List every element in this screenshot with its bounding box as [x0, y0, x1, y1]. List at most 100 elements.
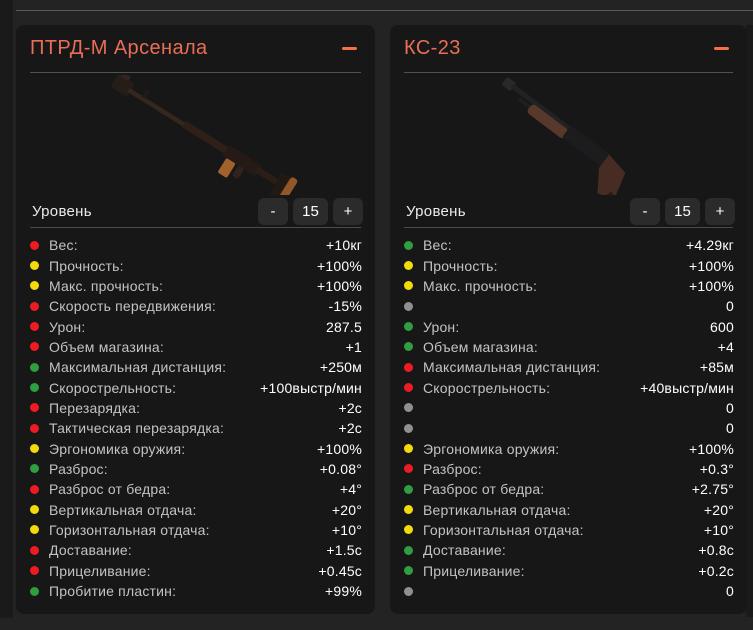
stat-dot — [404, 261, 413, 271]
stat-value: +100выстр/мин — [260, 379, 362, 396]
stat-row: Урон: 287.5 — [30, 316, 362, 336]
stat-value: +10кг — [326, 237, 362, 254]
level-controls: - 15 + — [258, 198, 363, 225]
stat-dot — [30, 586, 39, 596]
top-divider — [16, 10, 753, 11]
stat-label: Доставание: — [423, 542, 506, 559]
stat-row: Горизонтальная отдача: +10° — [404, 520, 734, 540]
stat-value: +1.5с — [326, 542, 362, 559]
stat-value: 0 — [726, 583, 734, 600]
stat-value: -15% — [328, 298, 362, 315]
stat-value: +4.29кг — [685, 237, 734, 254]
stat-label: Прицеливание: — [423, 562, 525, 579]
stat-row: 0 — [404, 296, 734, 316]
stat-value: +20° — [331, 501, 362, 518]
stat-dot — [30, 301, 39, 311]
stat-value: +1 — [345, 338, 362, 355]
stat-value: 287.5 — [325, 318, 362, 335]
weapon-title: ПТРД-М Арсенала — [30, 37, 208, 59]
stat-value: +100% — [689, 277, 734, 294]
level-row: Уровень - 15 + — [390, 196, 747, 227]
stat-row: Горизонтальная отдача: +10° — [30, 520, 362, 540]
stat-row: Разброс от бедра: +4° — [30, 479, 362, 499]
level-increase-button[interactable]: + — [705, 198, 735, 225]
stat-dot — [404, 505, 413, 515]
stat-row: Прочность: +100% — [404, 255, 734, 275]
stats-list: Вес: +4.29кг Прочность: +100% Макс. проч… — [390, 228, 747, 614]
stat-value: 600 — [710, 318, 734, 335]
stat-row: Перезарядка: +2с — [30, 398, 362, 418]
stat-value: +4 — [717, 338, 734, 355]
stat-row: Объем магазина: +4 — [404, 337, 734, 357]
stat-dot — [30, 545, 39, 555]
stat-label: Эргономика оружия: — [423, 440, 560, 457]
stat-row: Макс. прочность: +100% — [30, 276, 362, 296]
stat-dot — [30, 383, 39, 393]
stat-row: Вертикальная отдача: +20° — [404, 499, 734, 519]
stat-label: Горизонтальная отдача: — [423, 521, 584, 538]
stat-row: Прочность: +100% — [30, 255, 362, 275]
weapon-image-ptrd-m-icon — [110, 74, 297, 195]
stat-value: +10° — [703, 521, 734, 538]
card-header: КС-23 — [390, 25, 747, 72]
stat-row: Объем магазина: +1 — [30, 337, 362, 357]
stat-label: Макс. прочность: — [423, 277, 538, 294]
header-divider — [404, 72, 733, 73]
stat-row: Максимальная дистанция: +85м — [404, 357, 734, 377]
stat-dot — [404, 566, 413, 576]
stat-dot — [404, 484, 413, 494]
stat-label: Горизонтальная отдача: — [49, 521, 210, 538]
remove-card-button[interactable] — [714, 41, 729, 56]
stat-value: +2с — [338, 399, 362, 416]
page-edge-right — [746, 25, 753, 617]
stat-row: Максимальная дистанция: +250м — [30, 357, 362, 377]
level-decrease-button[interactable]: - — [630, 198, 660, 225]
weapon-image-ks-23-icon — [501, 76, 625, 195]
weapon-card-ks-23: КС-23 Уровень — [390, 25, 747, 614]
stat-row: Разброс: +0.08° — [30, 459, 362, 479]
weapon-compare-panel: ПТРД-М Арсенала — [16, 25, 747, 614]
stat-label: Разброс: — [49, 460, 108, 477]
stat-dot — [30, 423, 39, 433]
card-header: ПТРД-М Арсенала — [16, 25, 375, 72]
stat-value: +4° — [339, 481, 362, 498]
stat-row: Макс. прочность: +100% — [404, 276, 734, 296]
stat-row: Пробитие пластин: +99% — [30, 581, 362, 601]
stat-row: Доставание: +0.8с — [404, 540, 734, 560]
level-row: Уровень - 15 + — [16, 196, 375, 227]
stat-dot — [30, 444, 39, 454]
stat-label: Макс. прочность: — [49, 277, 164, 294]
stat-row: Прицеливание: +0.45с — [30, 561, 362, 581]
stat-value: +85м — [699, 359, 734, 376]
remove-card-button[interactable] — [342, 41, 357, 56]
stat-dot — [30, 362, 39, 372]
stat-label: Перезарядка: — [49, 399, 141, 416]
stat-label: Скорострельность: — [423, 379, 551, 396]
weapon-image-box — [390, 73, 747, 196]
stat-row: Скорострельность: +100выстр/мин — [30, 377, 362, 397]
stat-row: Разброс от бедра: +2.75° — [404, 479, 734, 499]
stat-label: Объем магазина: — [423, 338, 538, 355]
stat-value: +250м — [319, 359, 362, 376]
level-increase-button[interactable]: + — [333, 198, 363, 225]
level-decrease-button[interactable]: - — [258, 198, 288, 225]
stat-value: +0.45с — [318, 562, 362, 579]
level-value[interactable]: 15 — [293, 198, 328, 225]
stat-label: Объем магазина: — [49, 338, 164, 355]
stat-row: 0 — [404, 418, 734, 438]
stat-label: Разброс от бедра: — [49, 481, 171, 498]
stat-row: Эргономика оружия: +100% — [30, 438, 362, 458]
stat-label: Эргономика оружия: — [49, 440, 186, 457]
stat-dot — [30, 281, 39, 291]
stat-row: Разброс: +0.3° — [404, 459, 734, 479]
stat-value: +100% — [689, 440, 734, 457]
weapon-title: КС-23 — [404, 37, 461, 59]
level-value[interactable]: 15 — [665, 198, 700, 225]
stat-label: Скорость передвижения: — [49, 298, 216, 315]
stat-label: Вес: — [423, 237, 452, 254]
minus-icon — [714, 47, 729, 50]
stat-row: Скорострельность: +40выстр/мин — [404, 377, 734, 397]
stat-value: +0.3° — [699, 460, 734, 477]
stat-value: +0.8с — [698, 542, 734, 559]
stat-label: Урон: — [49, 318, 86, 335]
